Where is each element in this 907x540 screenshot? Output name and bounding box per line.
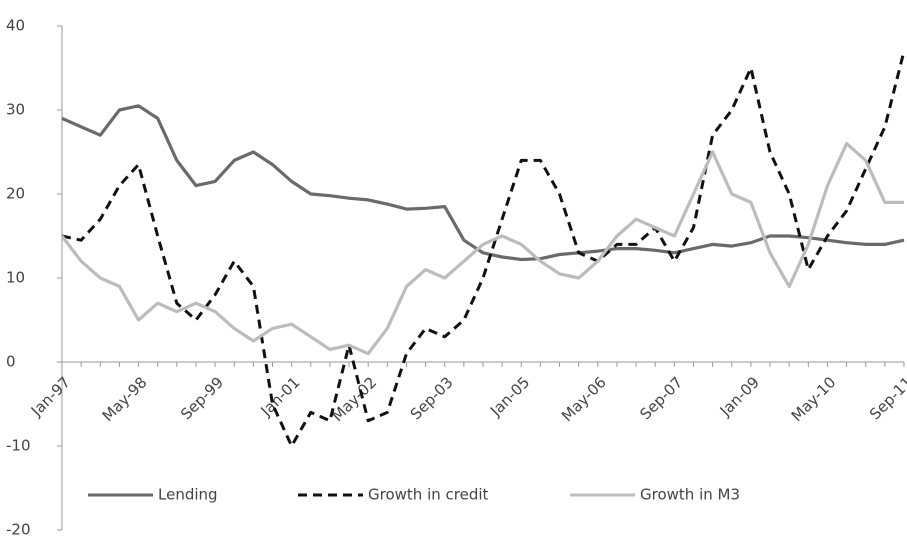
y-tick-label: -10 — [6, 437, 31, 455]
legend-label: Lending — [158, 486, 218, 504]
x-tick-label: May-98 — [99, 373, 151, 425]
x-tick-label: Sep-99 — [177, 373, 227, 423]
legend-label: Growth in credit — [368, 486, 489, 504]
x-tick-label: Jan-09 — [716, 373, 763, 420]
x-tick-label: May-10 — [788, 373, 840, 425]
series-line — [61, 104, 905, 262]
legend-label: Growth in M3 — [640, 486, 740, 504]
series-line — [60, 142, 904, 356]
y-tick-label: 40 — [6, 17, 25, 35]
y-tick-label: -20 — [6, 521, 31, 539]
y-tick-label: 0 — [6, 353, 16, 371]
x-tick-label: Jan-05 — [486, 373, 533, 420]
x-tick-label: Jan-97 — [27, 373, 74, 420]
y-tick-label: 20 — [6, 185, 25, 203]
x-tick-label: May-06 — [558, 373, 610, 425]
x-tick-label: Sep-03 — [407, 373, 457, 423]
series-line — [61, 50, 906, 448]
x-tick-label: Jan-01 — [257, 373, 304, 420]
x-tick-label: Sep-11 — [866, 373, 907, 423]
y-tick-label: 10 — [6, 269, 25, 287]
x-tick-label: Sep-07 — [636, 373, 686, 423]
y-tick-label: 30 — [6, 101, 25, 119]
